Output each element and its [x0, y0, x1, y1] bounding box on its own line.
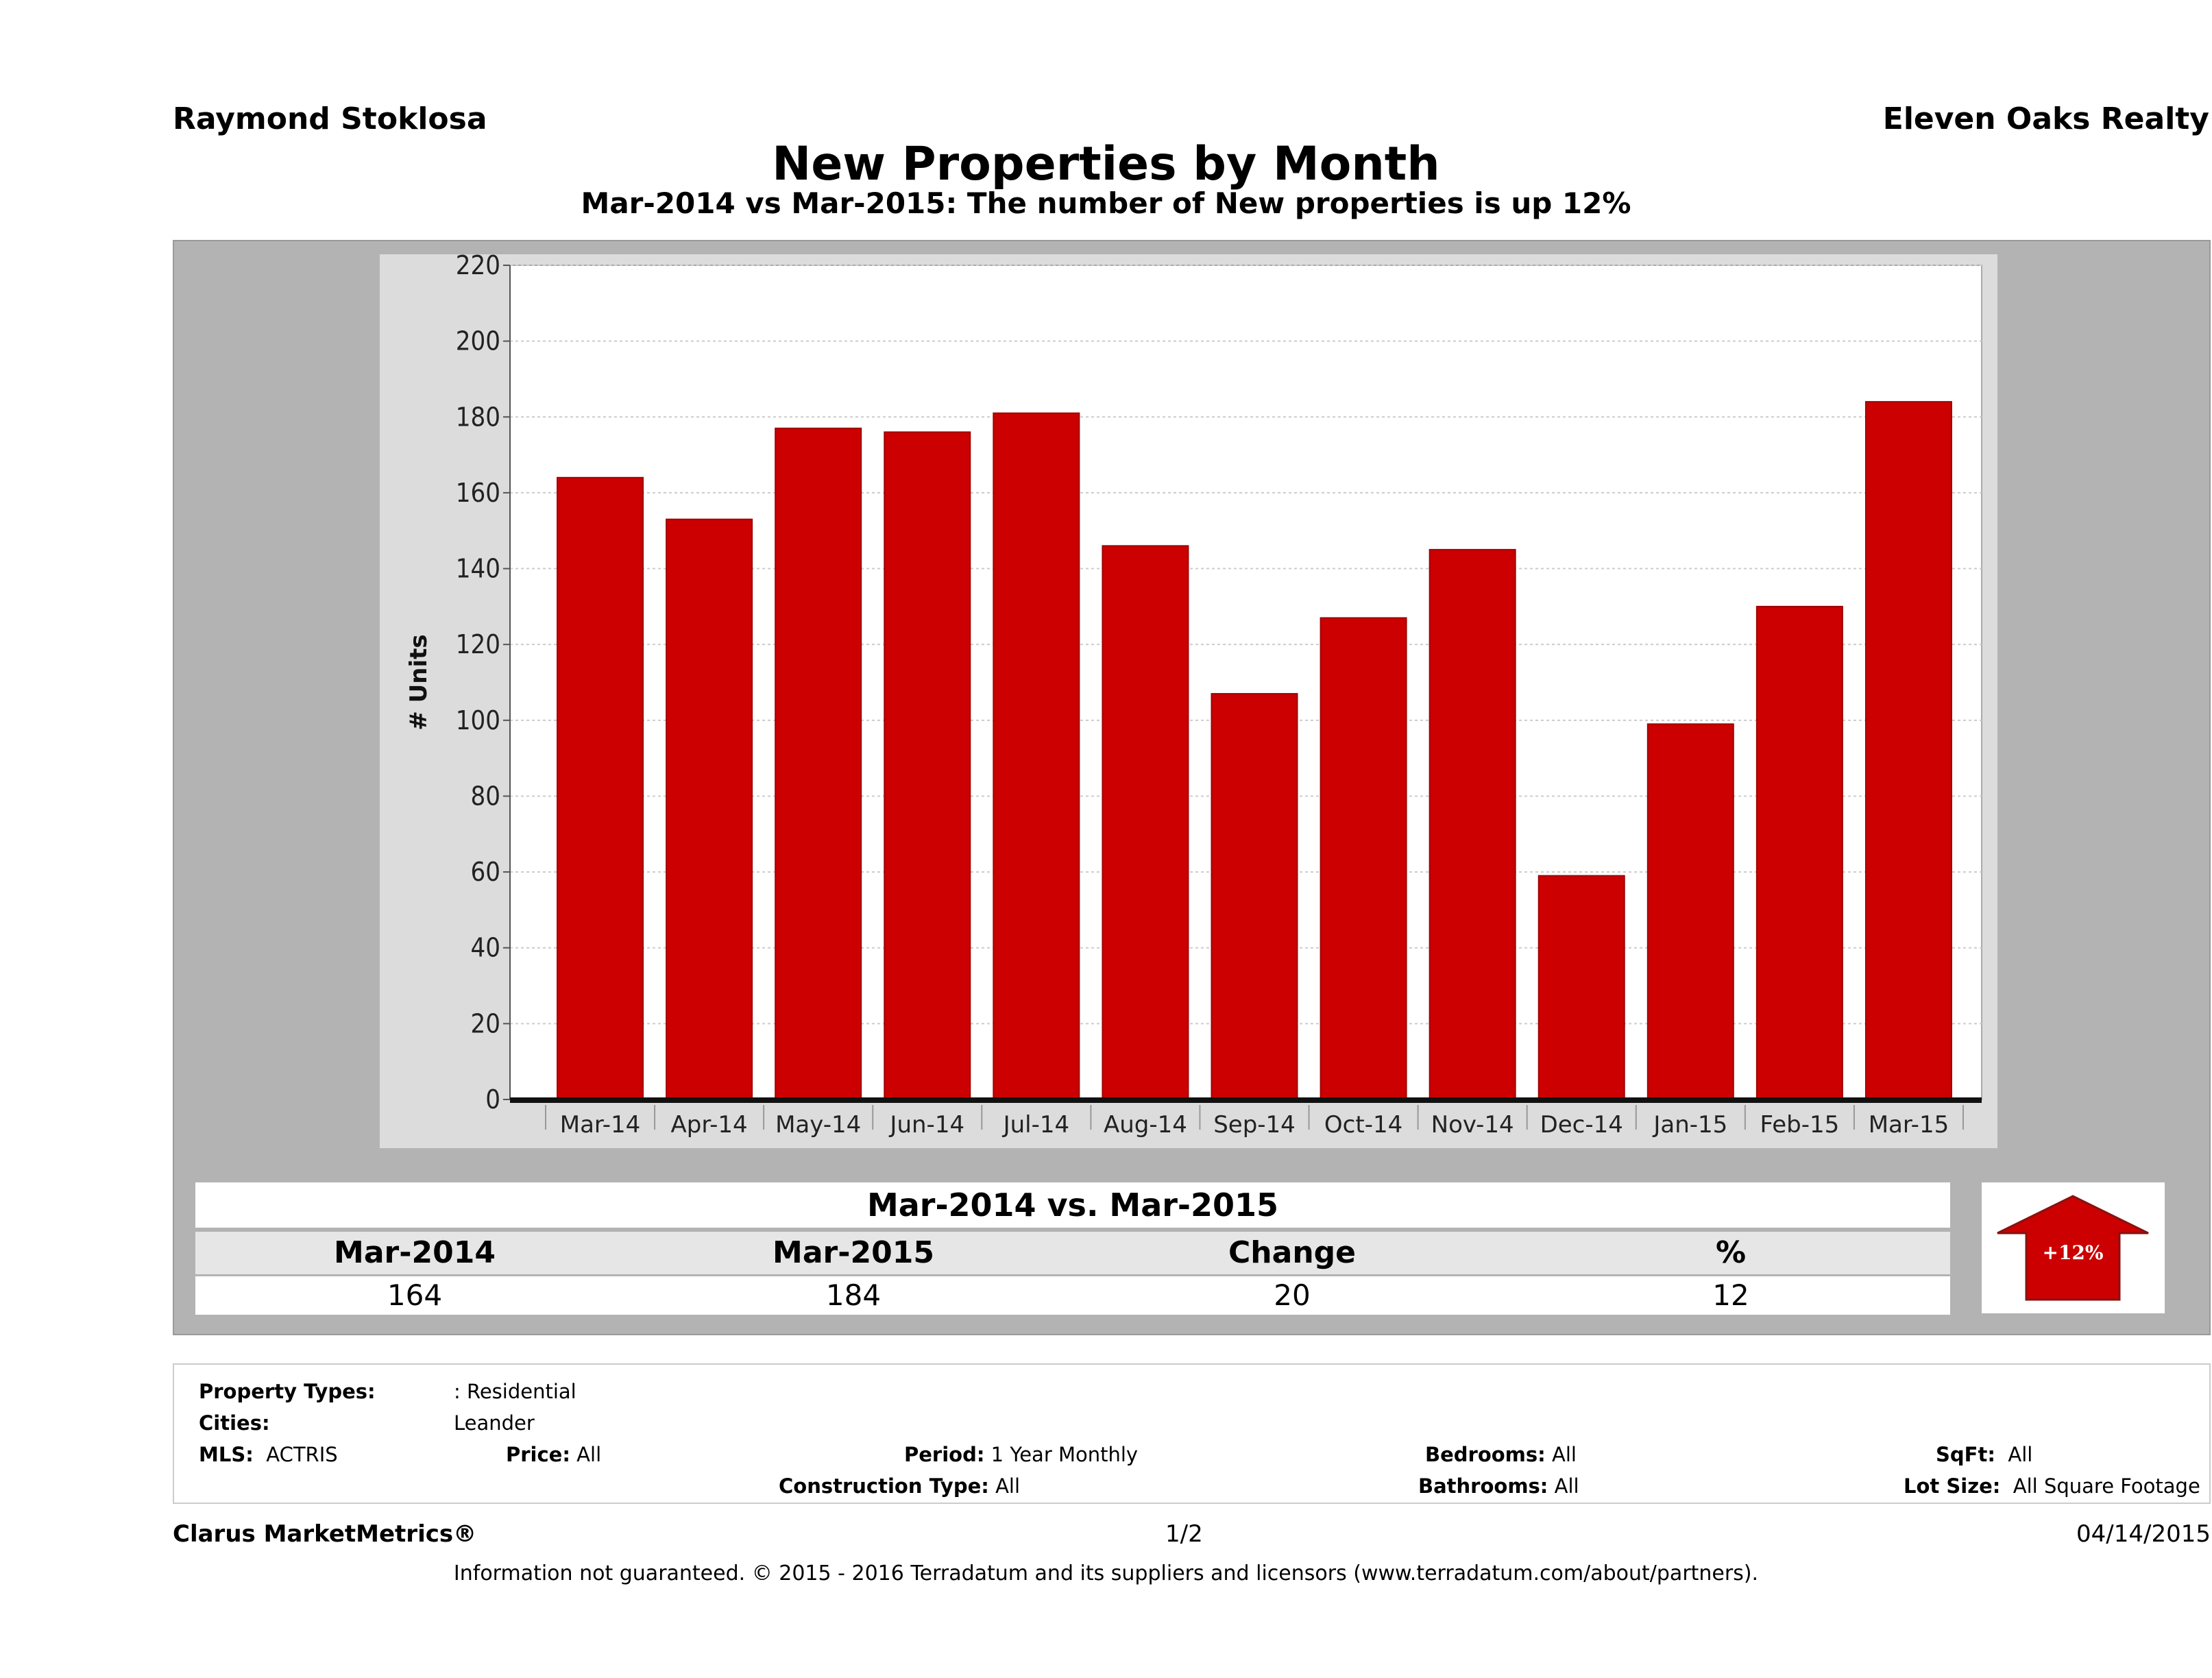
y-tick-label: 180 [456, 402, 500, 432]
x-tick-label: Mar-15 [1869, 1111, 1949, 1139]
x-tick-label: Apr-14 [671, 1111, 748, 1139]
summary-values-row: 164 184 20 12 [195, 1276, 1950, 1315]
filter-label: Bedrooms: [1425, 1443, 1546, 1466]
filter-value: : Residential [454, 1380, 576, 1403]
x-tick-label: Oct-14 [1324, 1111, 1402, 1139]
filter-value: Leander [454, 1411, 535, 1435]
x-tick-label: Nov-14 [1431, 1111, 1514, 1139]
filter-value: All [995, 1474, 1021, 1498]
filter-label: Construction Type: [779, 1474, 989, 1498]
filter-value: ACTRIS [266, 1443, 338, 1466]
y-tick-label: 60 [471, 857, 501, 887]
summary-value: 20 [1274, 1278, 1311, 1312]
summary-header: Change [1228, 1235, 1356, 1270]
summary-value: 12 [1712, 1278, 1749, 1312]
bar-apr-14 [666, 518, 753, 1100]
x-tick-label: Sep-14 [1213, 1111, 1296, 1139]
bar-chart: 0 20 40 60 80 100 120 140 160 180 200 220 Mar-14 Apr-… [405, 254, 1982, 1139]
x-tick-label: Aug-14 [1104, 1111, 1187, 1139]
y-tick-label: 220 [456, 254, 500, 280]
y-axis-label: # Units [405, 634, 433, 730]
y-tick-label: 100 [456, 705, 500, 735]
chart-subtitle: Mar-2014 vs Mar-2015: The number of New … [581, 186, 1631, 220]
bar-jan-15 [1646, 723, 1734, 1100]
x-tick-label: Jul-14 [1002, 1111, 1070, 1139]
y-tick-label: 80 [471, 781, 501, 811]
summary-header-row: Mar-2014 Mar-2015 Change % [195, 1232, 1950, 1274]
bar-mar-15 [1864, 401, 1952, 1101]
filter-value: 1 Year Monthly [990, 1443, 1139, 1466]
chart-title: New Properties by Month [772, 137, 1440, 191]
filter-value: All [1551, 1443, 1577, 1466]
brokerage-name: Eleven Oaks Realty [1882, 101, 2209, 136]
filter-value: All [2008, 1443, 2033, 1466]
filter-label: Bathrooms: [1418, 1474, 1548, 1498]
filter-label: Property Types: [199, 1380, 376, 1403]
brand-name: Clarus MarketMetrics® [173, 1520, 477, 1548]
x-tick-label: Jun-14 [888, 1111, 964, 1139]
filter-label: MLS: [199, 1443, 254, 1466]
x-tick-label: Dec-14 [1540, 1111, 1623, 1139]
filter-label: Price: [506, 1443, 570, 1466]
summary-value: 184 [825, 1278, 882, 1312]
bar-oct-14 [1320, 617, 1407, 1100]
bar-jun-14 [884, 431, 971, 1100]
x-tick-label: Jan-15 [1652, 1111, 1727, 1139]
filter-label: Period: [904, 1443, 985, 1466]
filters-box: Property Types: : Residential Cities: Le… [173, 1363, 2211, 1504]
x-tick-label: Feb-15 [1760, 1111, 1840, 1139]
filter-value: All [1554, 1474, 1579, 1498]
page-number: 1/2 [1165, 1520, 1203, 1548]
chart-area: 0 20 40 60 80 100 120 140 160 180 200 220 Mar-14 Apr-… [380, 254, 1997, 1148]
summary-value: 164 [387, 1278, 443, 1312]
bar-mar-14 [557, 476, 644, 1101]
summary-header: Mar-2015 [773, 1235, 934, 1270]
bar-feb-15 [1755, 605, 1843, 1100]
x-tick-label: May-14 [775, 1111, 861, 1139]
bar-jul-14 [993, 412, 1080, 1100]
filter-label: Cities: [199, 1411, 270, 1435]
bar-dec-14 [1538, 875, 1625, 1100]
x-tick-label: Mar-14 [560, 1111, 641, 1139]
agent-name: Raymond Stoklosa [173, 101, 487, 136]
x-axis [510, 1097, 1982, 1103]
y-tick-label: 140 [456, 554, 500, 584]
summary-header: Mar-2014 [334, 1235, 496, 1270]
change-badge-text: +12% [2042, 1241, 2103, 1264]
y-tick-label: 160 [456, 478, 500, 508]
y-tick-label: 20 [471, 1008, 501, 1038]
bar-nov-14 [1429, 548, 1516, 1100]
filter-value: All [576, 1443, 602, 1466]
bar-sep-14 [1211, 693, 1298, 1100]
bar-may-14 [775, 427, 862, 1101]
change-badge: +12% [1982, 1182, 2165, 1313]
summary-title: Mar-2014 vs. Mar-2015 [195, 1182, 1950, 1228]
y-tick-label: 120 [456, 629, 500, 659]
up-arrow-icon: +12% [1997, 1195, 2149, 1301]
filter-value: All Square Footage [2013, 1474, 2200, 1498]
y-tick-label: 0 [485, 1084, 500, 1115]
filter-label: Lot Size: [1904, 1474, 2001, 1498]
report-date: 04/14/2015 [2076, 1520, 2211, 1548]
y-tick-label: 40 [471, 933, 501, 963]
filter-label: SqFt: [1936, 1443, 1995, 1466]
disclaimer: Information not guaranteed. © 2015 - 201… [453, 1561, 1759, 1585]
y-tick-label: 200 [456, 326, 500, 356]
summary-header: % [1715, 1235, 1747, 1270]
bar-aug-14 [1102, 545, 1189, 1100]
